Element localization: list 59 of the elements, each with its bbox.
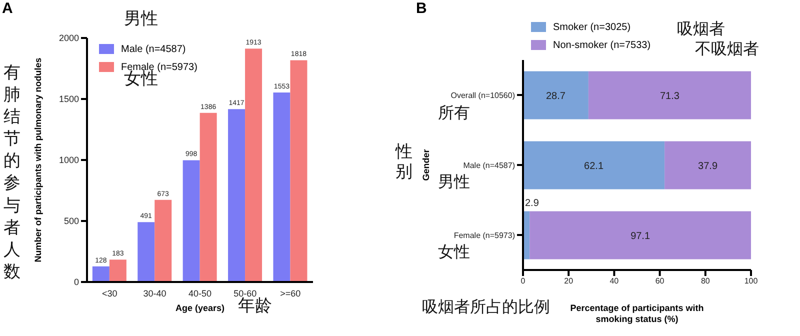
bar bbox=[92, 266, 110, 282]
y-axis-title: Gender bbox=[420, 149, 431, 181]
chart-title: A bbox=[2, 0, 13, 17]
text: 吸烟者所占的比例 bbox=[422, 297, 550, 316]
data-label: 2.9 bbox=[525, 198, 540, 210]
x-axis-title: Age (years) bbox=[175, 303, 225, 313]
bar bbox=[523, 141, 665, 190]
bar bbox=[228, 109, 246, 282]
data-label: 37.9 bbox=[698, 161, 718, 172]
y-tick-label: 500 bbox=[64, 216, 79, 226]
text: 不吸烟者 bbox=[695, 39, 759, 58]
annotation: 女性 bbox=[124, 69, 158, 89]
bar bbox=[154, 200, 172, 282]
y-tick-label: Male (n=4587) bbox=[463, 160, 516, 170]
text: 男性 bbox=[124, 9, 158, 29]
bar bbox=[530, 211, 751, 260]
x-tick-label: 60 bbox=[655, 276, 665, 286]
x-tick-label: 80 bbox=[700, 276, 710, 286]
bar bbox=[273, 92, 290, 282]
data-label: 28.7 bbox=[546, 91, 566, 102]
legend-label: Non-smoker (n=7533) bbox=[553, 40, 651, 50]
data-label: 62.1 bbox=[584, 161, 604, 172]
bar bbox=[290, 60, 308, 282]
y-tick-label: 2000 bbox=[58, 33, 79, 44]
y-axis-title: Number of participants with pulmonary nodules bbox=[32, 56, 44, 264]
x-tick-label: 40 bbox=[610, 276, 620, 286]
text: 有肺结节的参与者人数 bbox=[4, 63, 20, 282]
x-tick-label: 0 bbox=[520, 276, 526, 286]
bar bbox=[138, 222, 155, 282]
y-tick-label: Female (n=5973) bbox=[454, 230, 516, 240]
data-label: 71.3 bbox=[660, 91, 680, 102]
bar bbox=[109, 260, 126, 282]
x-tick-label: 100 bbox=[744, 276, 758, 286]
chart-title: B bbox=[416, 0, 427, 17]
legend-label: Smoker (n=3025) bbox=[553, 22, 631, 32]
y-tick-label: 1000 bbox=[58, 155, 79, 166]
x-tick-label: 20 bbox=[564, 276, 574, 286]
x-axis-title: Percentage of participants with smoking status (%) bbox=[569, 303, 705, 325]
text: 男性 bbox=[438, 172, 470, 191]
x-tick-label: >=60 bbox=[280, 288, 301, 298]
bar bbox=[664, 141, 751, 190]
legend-label: Male (n=4587) bbox=[121, 44, 186, 54]
bar bbox=[245, 48, 262, 282]
x-tick-label: <30 bbox=[102, 288, 118, 298]
text: 性别 bbox=[394, 142, 414, 183]
bar bbox=[523, 71, 588, 120]
text: 年龄 bbox=[238, 296, 272, 316]
text: 女性 bbox=[438, 242, 470, 261]
bar bbox=[182, 160, 200, 282]
x-tick-label: 30-40 bbox=[143, 288, 166, 298]
text: 吸烟者 bbox=[677, 19, 725, 38]
data-label: 97.1 bbox=[630, 231, 650, 242]
y-tick-label: Overall (n=10560) bbox=[450, 90, 516, 100]
x-tick-label: 40-50 bbox=[188, 288, 212, 298]
bar bbox=[200, 112, 217, 282]
bar bbox=[588, 71, 751, 120]
text: 所有 bbox=[438, 103, 470, 122]
x-tick-label: 50-60 bbox=[234, 288, 257, 298]
y-tick-label: 1500 bbox=[58, 94, 79, 104]
